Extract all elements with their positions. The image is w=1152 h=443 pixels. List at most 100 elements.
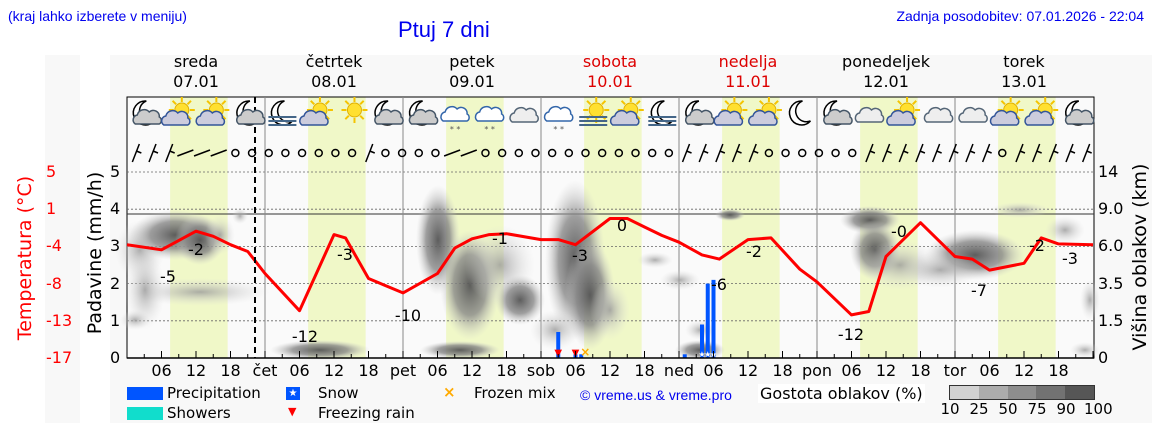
cloud-icon bbox=[958, 106, 988, 123]
svg-text:-2: -2 bbox=[1029, 236, 1045, 255]
sun-cloud-icon bbox=[989, 97, 1024, 126]
day-date: 10.01 bbox=[587, 72, 633, 91]
x-tick-label: 18 bbox=[910, 361, 931, 380]
x-tick-label: 18 bbox=[634, 361, 655, 380]
x-tick-label: 12 bbox=[1013, 361, 1035, 380]
cloud-density-label: Gostota oblakov (%) bbox=[758, 384, 925, 403]
svg-text:-6: -6 bbox=[711, 275, 727, 294]
sun-cloud-icon bbox=[748, 97, 782, 126]
temperature-axis-title: Temperatura (°C) bbox=[14, 175, 36, 341]
moon-cloud-icon bbox=[374, 100, 404, 126]
density-tick-label: 100 bbox=[1084, 400, 1113, 418]
cloud-height-axis-title: Višina oblakov (km) bbox=[1129, 163, 1151, 351]
temperature-axis-panel bbox=[45, 55, 80, 423]
axis-tick-label: 1 bbox=[110, 310, 121, 330]
legend-frozen-mix-label: Frozen mix bbox=[474, 384, 556, 402]
svg-text:-2: -2 bbox=[746, 242, 762, 261]
sun-cloud-icon bbox=[609, 97, 644, 126]
wind-barbs-row bbox=[131, 143, 1092, 163]
svg-text:-12: -12 bbox=[838, 325, 864, 344]
axis-tick-label: 0 bbox=[1098, 348, 1109, 367]
page-title: Ptuj 7 dni bbox=[398, 17, 490, 42]
day-name: sobota bbox=[582, 52, 638, 71]
day-date: 07.01 bbox=[173, 72, 219, 91]
day-header: nedelja 11.01 bbox=[679, 52, 817, 92]
svg-text:×: × bbox=[580, 345, 590, 359]
moon-cloud-icon bbox=[1064, 100, 1095, 126]
x-tick-label: 12 bbox=[461, 361, 483, 380]
density-tick-label: 25 bbox=[969, 400, 989, 418]
sun-cloud-icon bbox=[299, 97, 333, 126]
cloud-snow-icon: * * bbox=[543, 105, 574, 134]
copyright-link[interactable]: © vreme.us & vreme.pro bbox=[580, 387, 732, 403]
moon-cloud-icon bbox=[823, 100, 853, 126]
legend-freezing-rain-label: Freezing rain bbox=[318, 404, 415, 422]
x-tick-label: 06 bbox=[565, 361, 586, 380]
frozen-mix-icon: × bbox=[443, 383, 456, 401]
x-tick-label: 12 bbox=[599, 361, 621, 380]
moon-icon bbox=[788, 100, 812, 126]
axis-tick-label: -4 bbox=[46, 236, 62, 256]
x-tick-label: 06 bbox=[427, 361, 448, 380]
x-tick-label: 06 bbox=[289, 361, 310, 380]
svg-text:-10: -10 bbox=[395, 306, 421, 325]
moon-cloud-icon bbox=[684, 100, 715, 126]
cloud-density-scale bbox=[949, 385, 1095, 400]
x-tick-label: 06 bbox=[151, 361, 172, 380]
x-tick-label: pet bbox=[389, 361, 417, 380]
svg-text:-7: -7 bbox=[971, 281, 987, 300]
x-tick-label: 06 bbox=[841, 361, 862, 380]
day-date: 08.01 bbox=[311, 72, 357, 91]
x-tick-label: 06 bbox=[979, 361, 1000, 380]
axis-tick-label: 3 bbox=[110, 236, 121, 256]
weather-icons-row: * * * * * * bbox=[132, 97, 1095, 134]
temperature-line bbox=[126, 217, 1094, 317]
sun-fog-icon bbox=[579, 97, 610, 126]
sun-cloud-icon bbox=[713, 97, 748, 126]
x-tick-label: 12 bbox=[875, 361, 897, 380]
axis-tick-label: 1 bbox=[46, 199, 57, 219]
svg-text:-5: -5 bbox=[160, 267, 176, 286]
x-tick-label: 12 bbox=[323, 361, 345, 380]
freezing-rain-icon: ▼ bbox=[288, 405, 297, 418]
x-tick-label: pon bbox=[801, 361, 833, 380]
svg-text:-0: -0 bbox=[891, 222, 907, 241]
precipitation-axis-title: Padavine (mm/h) bbox=[84, 171, 106, 335]
svg-text:-12: -12 bbox=[292, 327, 318, 346]
x-tick-label: 18 bbox=[1048, 361, 1069, 380]
moon-fog-icon bbox=[648, 100, 677, 126]
day-name: torek bbox=[1003, 52, 1045, 71]
cloud-icon bbox=[854, 106, 885, 123]
svg-text:* *: * * bbox=[450, 125, 461, 134]
x-tick-label: tor bbox=[943, 361, 967, 380]
svg-text:★: ★ bbox=[704, 350, 711, 359]
day-name: ponedeljek bbox=[842, 52, 930, 71]
x-tick-label: ned bbox=[663, 361, 695, 380]
day-date: 13.01 bbox=[1001, 72, 1047, 91]
cloud-icon bbox=[923, 106, 954, 123]
x-tick-label: 18 bbox=[358, 361, 379, 380]
svg-text:-2: -2 bbox=[188, 240, 204, 259]
axis-tick-label: 9.0 bbox=[1098, 199, 1124, 219]
axis-tick-label: 0 bbox=[110, 348, 121, 367]
axis-tick-label: 6.0 bbox=[1098, 236, 1124, 256]
axis-tick-label: -13 bbox=[46, 310, 73, 330]
svg-text:0: 0 bbox=[617, 216, 627, 235]
x-tick-label: 18 bbox=[772, 361, 793, 380]
snow-icon: ★ bbox=[286, 387, 300, 400]
x-tick-label: 06 bbox=[703, 361, 724, 380]
density-tick-label: 10 bbox=[940, 400, 960, 418]
svg-text:-3: -3 bbox=[572, 246, 588, 265]
day-name: četrtek bbox=[305, 52, 363, 71]
legend-snow-label: Snow bbox=[318, 384, 359, 402]
day-date: 09.01 bbox=[449, 72, 495, 91]
moon-cloud-icon bbox=[408, 100, 439, 126]
location-menu-note: (kraj lahko izberete v meniju) bbox=[8, 8, 187, 24]
x-tick-label: sob bbox=[526, 361, 556, 380]
axis-tick-label: -17 bbox=[46, 348, 73, 367]
x-tick-label: 12 bbox=[185, 361, 207, 380]
cloud-snow-icon: * * bbox=[474, 105, 505, 134]
sun-cloud-icon bbox=[886, 97, 921, 126]
density-tick-label: 50 bbox=[998, 400, 1018, 418]
